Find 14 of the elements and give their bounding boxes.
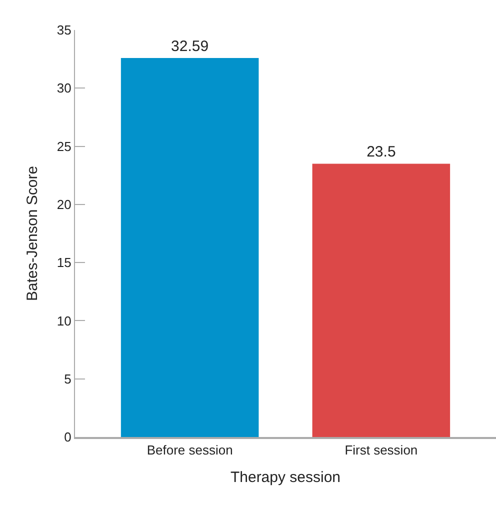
y-tick-label: 25 [56,138,72,154]
x-tick-label: Before session [146,442,233,458]
data-label: 23.5 [366,144,396,161]
data-label: 32.59 [171,38,209,56]
y-tick-label: 0 [64,430,72,445]
y-tick-label: 15 [56,255,72,270]
y-tick-label: 5 [64,371,72,386]
y-tick-label: 35 [56,22,72,38]
y-axis-title: Bates-Jenson Score [24,166,42,302]
y-tick-label: 30 [56,80,72,96]
y-tick-label: 10 [56,313,72,328]
x-tick-label: First session [344,442,418,458]
x-axis-title: Therapy session [230,469,341,486]
y-tick-label: 20 [56,196,72,212]
